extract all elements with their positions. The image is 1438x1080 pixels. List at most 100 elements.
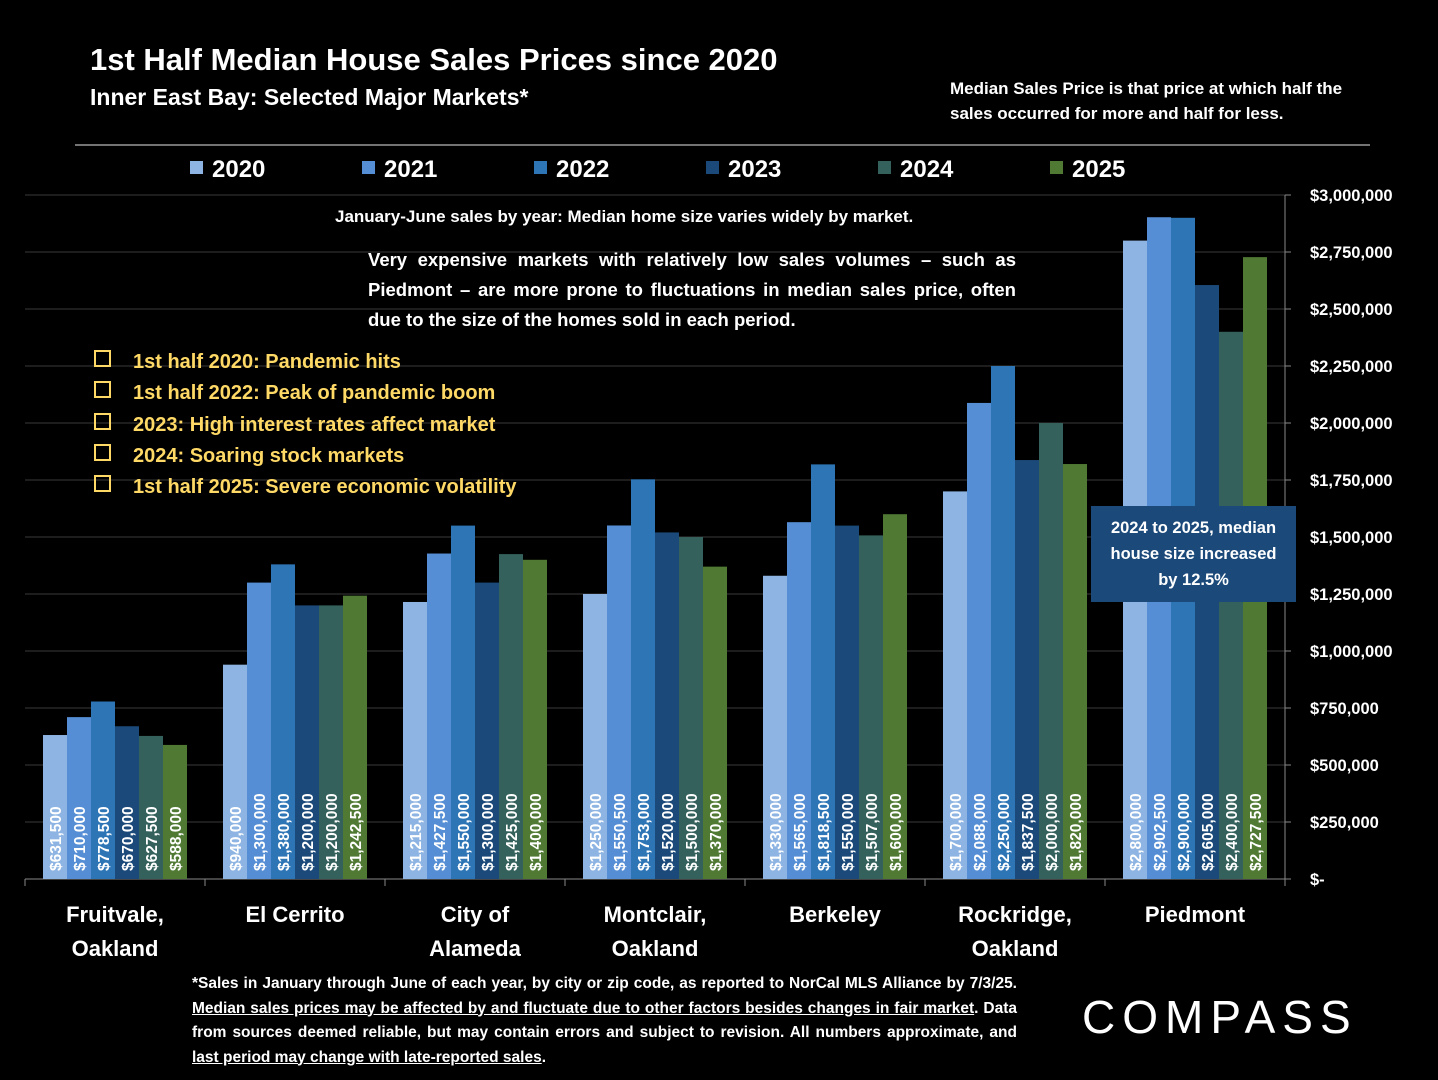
x-tick-label: Piedmont xyxy=(1144,902,1246,927)
legend-swatch xyxy=(1050,161,1063,174)
value-label: $1,370,000 xyxy=(708,793,725,871)
bar xyxy=(991,366,1015,879)
event-item: 2024: Soaring stock markets xyxy=(94,443,405,468)
event-item: 2023: High interest rates affect market xyxy=(94,412,496,437)
bar xyxy=(703,566,727,879)
y-tick-label: $2,750,000 xyxy=(1310,244,1393,262)
value-label: $1,215,000 xyxy=(408,793,425,871)
value-label: $1,380,000 xyxy=(276,793,293,871)
callout: 2024 to 2025, median house size increase… xyxy=(1091,506,1296,602)
value-label: $710,000 xyxy=(72,806,89,871)
value-label: $2,902,500 xyxy=(1152,793,1169,871)
bar xyxy=(1063,464,1087,879)
bar xyxy=(43,735,67,879)
event-item: 1st half 2022: Peak of pandemic boom xyxy=(94,381,495,405)
value-label: $2,400,000 xyxy=(1224,793,1241,871)
value-label: $1,330,000 xyxy=(768,793,785,871)
value-label: $2,900,000 xyxy=(1176,793,1193,871)
bar xyxy=(115,726,139,879)
x-tick-label: Rockridge, Oakland xyxy=(958,902,1072,961)
y-tick-label: $1,250,000 xyxy=(1310,586,1393,604)
footnote-part: *Sales in January through June of each y… xyxy=(192,975,1017,992)
bar xyxy=(91,701,115,879)
bar xyxy=(655,532,679,879)
value-label: $1,242,500 xyxy=(348,793,365,871)
value-label: $1,425,000 xyxy=(504,793,521,871)
value-label: $670,000 xyxy=(120,806,137,871)
bar xyxy=(967,402,991,879)
x-tick-label: Berkeley xyxy=(789,902,881,927)
note: Median Sales Price is that price at whic… xyxy=(950,79,1343,123)
chart-subtitle: Inner East Bay: Selected Major Markets* xyxy=(90,84,529,110)
y-tick-label: $3,000,000 xyxy=(1310,187,1393,205)
value-label: $1,500,000 xyxy=(684,793,701,871)
footnote-part: last period may change with late-reporte… xyxy=(192,1048,542,1066)
value-label: $1,250,000 xyxy=(588,793,605,871)
bar xyxy=(583,594,607,879)
bar xyxy=(499,554,523,879)
y-tick-label: $2,500,000 xyxy=(1310,301,1393,319)
y-tick-label: $250,000 xyxy=(1310,814,1379,832)
x-tick-label: El Cerrito xyxy=(245,902,345,927)
legend-label: 2025 xyxy=(1072,156,1125,183)
y-tick-label: $1,750,000 xyxy=(1310,472,1393,490)
y-tick-label: $750,000 xyxy=(1310,700,1379,718)
value-label: $1,200,000 xyxy=(300,793,317,871)
bar xyxy=(403,601,427,879)
event-item: 1st half 2025: Severe economic volatilit… xyxy=(94,475,517,499)
bar xyxy=(67,717,91,879)
x-tick-label: Montclair, Oakland xyxy=(603,902,707,961)
legend-label: 2022 xyxy=(556,156,609,183)
bar xyxy=(679,537,703,879)
value-label: $1,565,000 xyxy=(792,793,809,871)
value-label: $1,400,000 xyxy=(528,793,545,871)
bar xyxy=(163,744,187,879)
bar xyxy=(763,575,787,879)
footnote-part: . xyxy=(541,1048,547,1066)
value-label: $2,727,500 xyxy=(1248,793,1265,871)
bar xyxy=(295,605,319,879)
y-tick-label: $- xyxy=(1310,871,1325,889)
event-text: 1st half 2020: Pandemic hits xyxy=(133,351,401,373)
bar xyxy=(835,525,859,879)
checkbox xyxy=(94,475,111,493)
value-label: $2,088,000 xyxy=(972,793,989,871)
value-label: $2,605,000 xyxy=(1200,793,1217,871)
value-label: $2,250,000 xyxy=(996,793,1013,871)
legend-swatch xyxy=(190,161,203,174)
legend-swatch xyxy=(878,161,891,174)
legend-label: 2024 xyxy=(900,156,954,183)
legend-label: 2023 xyxy=(728,156,781,183)
value-label: $588,000 xyxy=(168,806,185,871)
value-label: $1,600,000 xyxy=(888,793,905,871)
bar xyxy=(631,479,655,879)
value-label: $1,300,000 xyxy=(252,793,269,871)
value-label: $1,837,500 xyxy=(1020,793,1037,871)
value-label: $2,800,000 xyxy=(1128,793,1145,871)
value-label: $2,000,000 xyxy=(1044,793,1061,871)
bar xyxy=(451,525,475,879)
bar xyxy=(247,582,271,879)
annotation: Very expensive markets with relatively l… xyxy=(368,249,1016,330)
event-text: 2024: Soaring stock markets xyxy=(133,444,405,467)
value-label: $1,427,500 xyxy=(432,793,449,871)
event-text: 2023: High interest rates affect market xyxy=(133,413,496,436)
bar xyxy=(271,564,295,879)
legend-swatch xyxy=(534,161,547,174)
value-label: $627,500 xyxy=(144,806,161,871)
footnote: *Sales in January through June of each y… xyxy=(192,972,1017,1070)
checkbox xyxy=(94,350,111,367)
bar xyxy=(859,535,883,879)
bar xyxy=(943,491,967,879)
event-text: 1st half 2025: Severe economic volatilit… xyxy=(133,476,517,499)
legend-label: 2021 xyxy=(384,156,437,183)
footnote-part: Median sales prices may be affected by a… xyxy=(192,999,975,1017)
bar xyxy=(427,553,451,879)
legend-label: 2020 xyxy=(212,156,265,183)
value-label: $1,550,000 xyxy=(840,793,857,871)
chart-title: 1st Half Median House Sales Prices since… xyxy=(90,42,778,77)
value-label: $1,200,000 xyxy=(324,793,341,871)
y-tick-label: $1,000,000 xyxy=(1310,643,1393,661)
y-tick-label: $2,250,000 xyxy=(1310,358,1393,376)
